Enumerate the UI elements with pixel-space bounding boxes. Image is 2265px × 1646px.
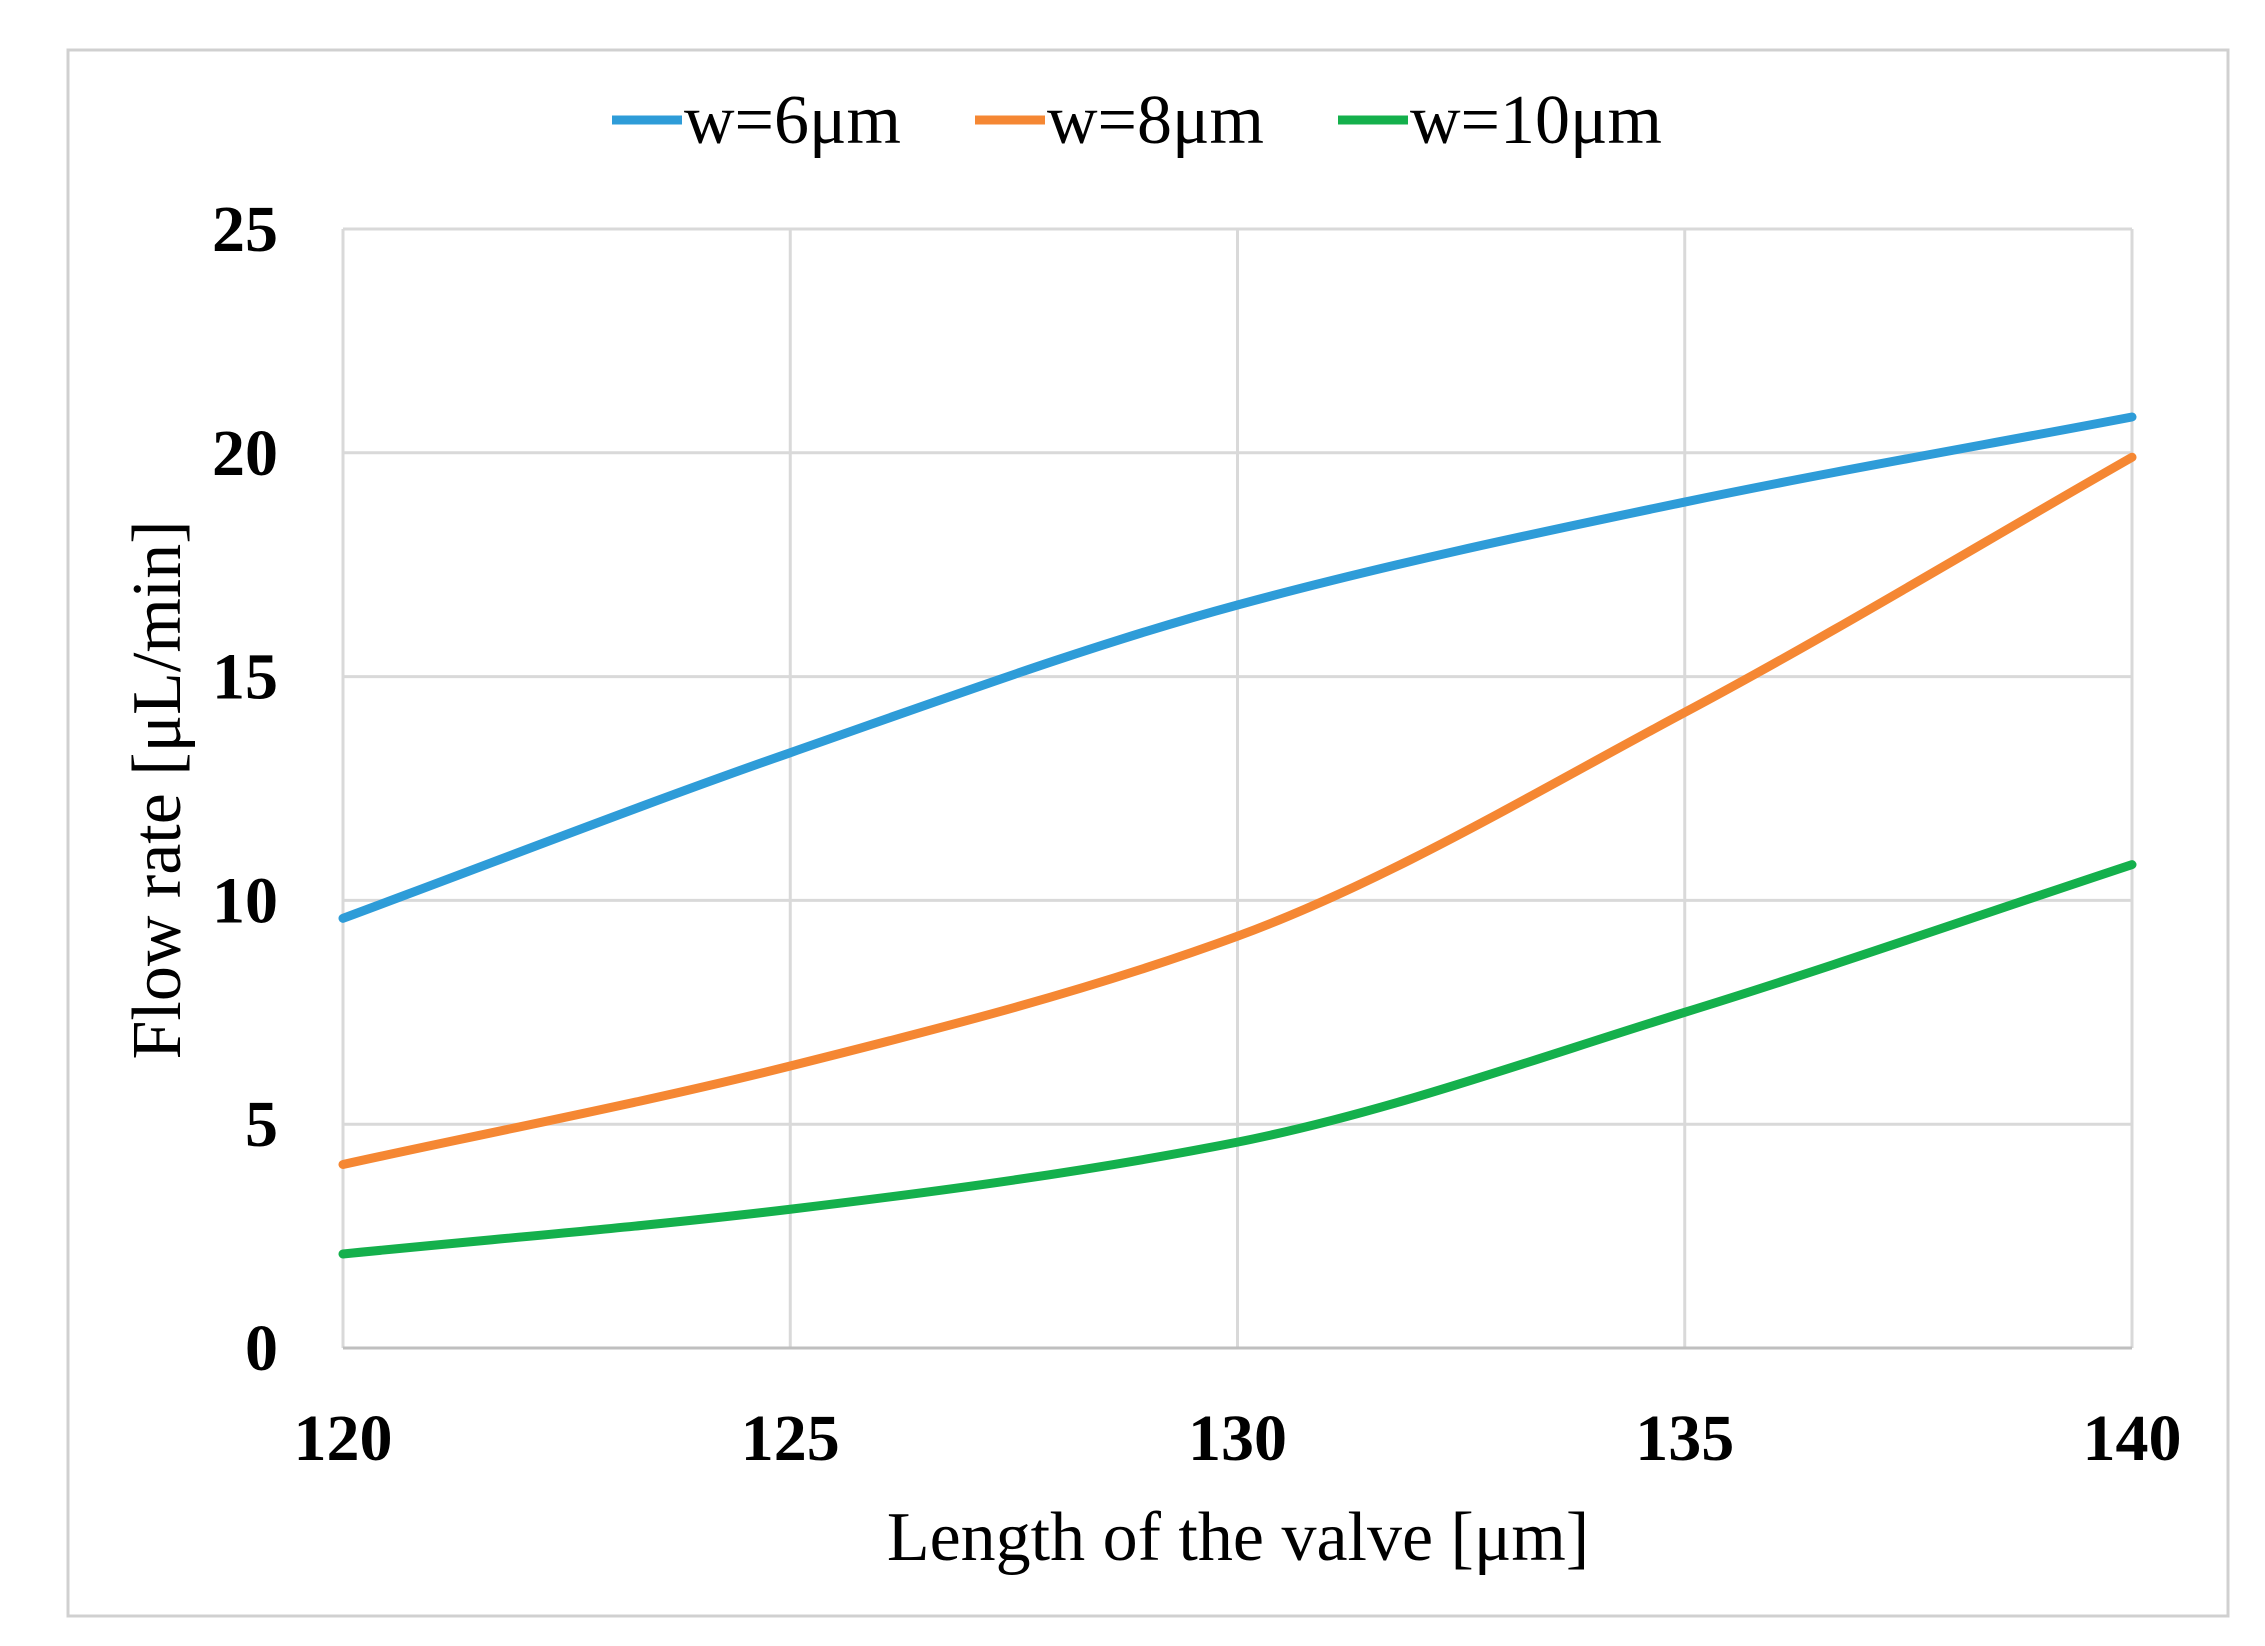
legend-label-1: w=6μm xyxy=(684,82,901,159)
x-tick-label-130: 130 xyxy=(1188,1402,1287,1475)
legend-label-2: w=8μm xyxy=(1047,82,1264,159)
series-line-2 xyxy=(338,452,2137,1169)
y-tick-label-25: 25 xyxy=(212,193,278,266)
grid-lines xyxy=(341,227,2134,1348)
y-axis-label: Flow rate [μL/min] xyxy=(119,520,196,1059)
legend: w=6μm w=8μm w=10μm xyxy=(612,82,1662,159)
y-tick-label-15: 15 xyxy=(212,641,278,714)
x-tick-label-140: 140 xyxy=(2083,1402,2182,1475)
tick-labels: 0 5 10 15 20 25 120 125 130 135 140 xyxy=(212,193,2182,1475)
y-tick-label-0: 0 xyxy=(245,1312,278,1385)
y-tick-label-20: 20 xyxy=(212,417,278,490)
series-line-1 xyxy=(338,412,2137,923)
y-tick-label-10: 10 xyxy=(212,864,278,937)
series-lines xyxy=(338,412,2137,1259)
y-tick-label-5: 5 xyxy=(245,1088,278,1161)
x-axis-label: Length of the valve [μm] xyxy=(887,1499,1589,1576)
legend-label-3: w=10μm xyxy=(1410,82,1662,159)
x-tick-label-120: 120 xyxy=(294,1402,393,1475)
chart-border xyxy=(66,48,2230,1618)
series-line-3 xyxy=(338,860,2137,1259)
x-tick-label-125: 125 xyxy=(741,1402,840,1475)
x-tick-label-135: 135 xyxy=(1635,1402,1734,1475)
